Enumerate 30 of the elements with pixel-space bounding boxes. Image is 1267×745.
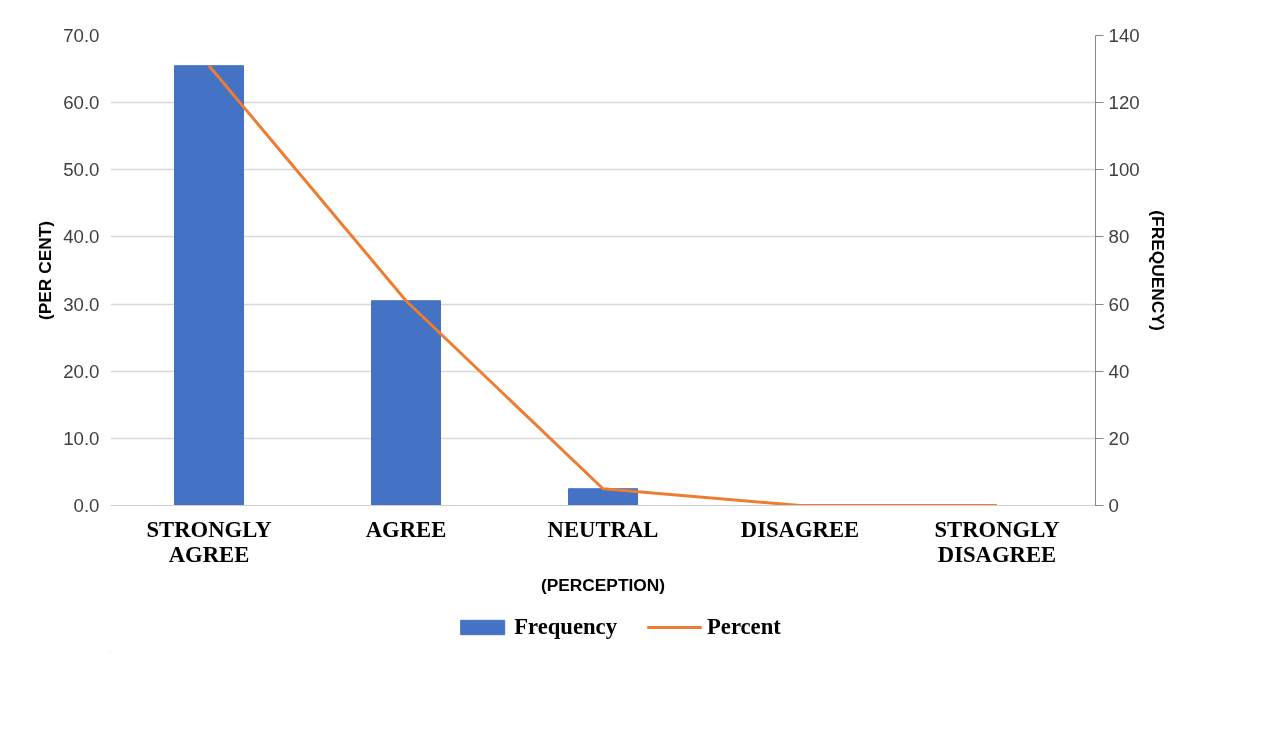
- x-tick-label: AGREE: [365, 516, 447, 542]
- y2-tick-label: 120: [1108, 92, 1140, 114]
- y-tick-label: 20.0: [63, 360, 100, 382]
- y2-tick-label: 100: [1108, 159, 1140, 181]
- line-series: [207, 64, 999, 506]
- x-tick-label: STRONGLY DISAGREE: [934, 516, 1060, 567]
- y-tick-label: 40.0: [63, 226, 100, 248]
- legend-label: Percent: [706, 614, 781, 640]
- x-tick-label: STRONGLY AGREE: [146, 516, 272, 567]
- y2-tick-label: 60: [1108, 293, 1130, 315]
- y2-tick-label: 140: [1108, 25, 1140, 46]
- bar: [568, 488, 638, 506]
- x-tick-label: DISAGREE: [740, 516, 860, 542]
- y-tick-label: 30.0: [63, 293, 100, 315]
- y2-tick-label: 0: [1108, 495, 1119, 516]
- y-tick-label: 10.0: [63, 427, 100, 449]
- y-tick-label: 60.0: [63, 92, 100, 114]
- bar: [371, 300, 441, 506]
- x-tick-label: NEUTRAL: [547, 516, 659, 542]
- y2-axis-title: (FREQUENCY): [1147, 210, 1168, 331]
- y-axis-title: (PER CENT): [35, 220, 56, 321]
- y2-tick-label: 80: [1108, 226, 1130, 248]
- y2-tick-label: 20: [1108, 427, 1130, 449]
- y-tick-label: 50.0: [63, 159, 100, 181]
- y2-tick-label: 40: [1108, 360, 1130, 382]
- legend-label: Frequency: [514, 614, 617, 640]
- bar: [174, 65, 244, 506]
- y-tick-label: 0.0: [73, 495, 100, 516]
- x-axis-title: (PERCEPTION): [540, 574, 666, 595]
- y-tick-label: 70.0: [63, 25, 100, 46]
